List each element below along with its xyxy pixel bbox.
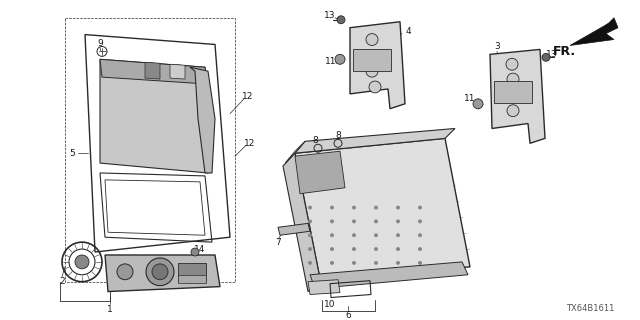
Circle shape bbox=[117, 264, 133, 280]
Circle shape bbox=[396, 205, 400, 210]
Circle shape bbox=[308, 233, 312, 237]
Polygon shape bbox=[145, 62, 160, 79]
Circle shape bbox=[366, 34, 378, 45]
Circle shape bbox=[542, 53, 550, 61]
Circle shape bbox=[352, 247, 356, 251]
Circle shape bbox=[368, 52, 380, 63]
Text: 10: 10 bbox=[324, 300, 336, 309]
Text: 13: 13 bbox=[324, 11, 336, 20]
Text: 8: 8 bbox=[312, 136, 318, 145]
Circle shape bbox=[418, 261, 422, 265]
Circle shape bbox=[308, 205, 312, 210]
Text: 6: 6 bbox=[345, 311, 351, 320]
Circle shape bbox=[191, 248, 199, 256]
Circle shape bbox=[374, 205, 378, 210]
Circle shape bbox=[330, 220, 334, 223]
Circle shape bbox=[330, 247, 334, 251]
Circle shape bbox=[330, 261, 334, 265]
Circle shape bbox=[366, 65, 378, 77]
Circle shape bbox=[507, 105, 519, 116]
Text: 14: 14 bbox=[195, 244, 205, 253]
Circle shape bbox=[374, 261, 378, 265]
Circle shape bbox=[374, 233, 378, 237]
Polygon shape bbox=[295, 129, 455, 153]
Circle shape bbox=[396, 220, 400, 223]
Circle shape bbox=[308, 220, 312, 223]
Polygon shape bbox=[308, 280, 340, 294]
Text: 4: 4 bbox=[405, 27, 411, 36]
Circle shape bbox=[369, 81, 381, 93]
Polygon shape bbox=[310, 262, 468, 289]
Circle shape bbox=[418, 205, 422, 210]
Circle shape bbox=[335, 54, 345, 64]
Circle shape bbox=[507, 73, 519, 85]
Circle shape bbox=[352, 205, 356, 210]
Text: 1: 1 bbox=[107, 305, 113, 314]
Circle shape bbox=[507, 88, 519, 100]
Circle shape bbox=[473, 99, 483, 109]
Text: 13: 13 bbox=[547, 50, 557, 59]
Polygon shape bbox=[100, 59, 207, 84]
Circle shape bbox=[374, 247, 378, 251]
Bar bbox=[494, 81, 532, 103]
Polygon shape bbox=[350, 22, 405, 109]
Text: 9: 9 bbox=[97, 39, 103, 48]
Circle shape bbox=[152, 264, 168, 280]
Bar bbox=[353, 49, 391, 71]
Bar bbox=[178, 263, 206, 281]
Circle shape bbox=[418, 247, 422, 251]
Circle shape bbox=[146, 258, 174, 286]
Text: 12: 12 bbox=[244, 139, 256, 148]
Polygon shape bbox=[490, 49, 545, 143]
Circle shape bbox=[374, 220, 378, 223]
Polygon shape bbox=[295, 138, 470, 279]
Circle shape bbox=[352, 233, 356, 237]
Circle shape bbox=[330, 205, 334, 210]
Polygon shape bbox=[278, 223, 310, 235]
Text: 8: 8 bbox=[335, 131, 341, 140]
Circle shape bbox=[330, 233, 334, 237]
Circle shape bbox=[506, 58, 518, 70]
Circle shape bbox=[352, 220, 356, 223]
Text: 7: 7 bbox=[275, 238, 281, 247]
Circle shape bbox=[308, 261, 312, 265]
Text: 12: 12 bbox=[243, 92, 253, 101]
Polygon shape bbox=[283, 153, 320, 292]
Circle shape bbox=[352, 261, 356, 265]
Text: 11: 11 bbox=[325, 57, 337, 66]
Polygon shape bbox=[190, 67, 215, 173]
Polygon shape bbox=[105, 255, 220, 292]
Bar bbox=[178, 275, 206, 283]
Polygon shape bbox=[285, 141, 305, 163]
Circle shape bbox=[396, 247, 400, 251]
Text: 5: 5 bbox=[69, 149, 75, 158]
Circle shape bbox=[396, 233, 400, 237]
Text: TX64B1611: TX64B1611 bbox=[566, 304, 614, 313]
Text: 2: 2 bbox=[59, 277, 65, 286]
Text: 3: 3 bbox=[494, 42, 500, 51]
Polygon shape bbox=[570, 18, 618, 45]
Circle shape bbox=[337, 16, 345, 24]
Polygon shape bbox=[170, 64, 185, 79]
Text: FR.: FR. bbox=[552, 45, 575, 58]
Circle shape bbox=[75, 255, 89, 269]
Text: 11: 11 bbox=[464, 94, 476, 103]
Circle shape bbox=[396, 261, 400, 265]
Circle shape bbox=[308, 247, 312, 251]
Polygon shape bbox=[295, 151, 345, 194]
Circle shape bbox=[418, 233, 422, 237]
Circle shape bbox=[418, 220, 422, 223]
Polygon shape bbox=[100, 59, 208, 173]
